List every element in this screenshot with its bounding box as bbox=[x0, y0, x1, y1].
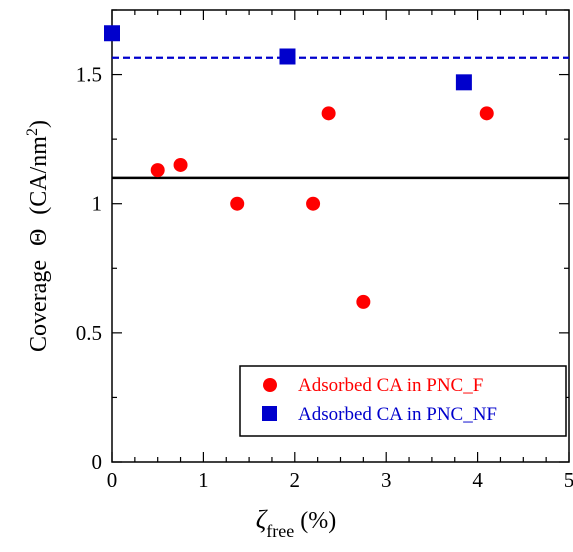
data-point-pnc-nf bbox=[279, 48, 296, 65]
legend-marker-square bbox=[262, 406, 277, 421]
data-point-pnc-f bbox=[306, 196, 321, 211]
y-tick-label: 1.5 bbox=[76, 63, 102, 87]
y-axis-label-unit: (CA/nm bbox=[26, 136, 52, 215]
x-axis-label: ζfree (%) bbox=[256, 505, 336, 541]
y-tick-label: 0.5 bbox=[76, 321, 102, 345]
x-tick-label: 2 bbox=[290, 468, 301, 492]
y-tick-label: 0 bbox=[92, 450, 103, 474]
data-point-pnc-f bbox=[150, 163, 165, 178]
y-tick-label: 1 bbox=[92, 192, 103, 216]
x-axis-label-unit: (%) bbox=[300, 508, 336, 534]
data-point-pnc-f bbox=[479, 106, 494, 121]
y-axis-label-unit-close: ) bbox=[26, 120, 52, 128]
data-point-pnc-f bbox=[321, 106, 336, 121]
legend-label-pnc-f: Adsorbed CA in PNC_F bbox=[298, 375, 483, 396]
x-tick-label: 4 bbox=[472, 468, 483, 492]
x-axis-label-subscript: free bbox=[266, 521, 294, 541]
data-point-pnc-nf bbox=[104, 25, 120, 42]
legend: Adsorbed CA in PNC_F Adsorbed CA in PNC_… bbox=[239, 365, 567, 437]
x-tick-label: 1 bbox=[198, 468, 209, 492]
data-point-pnc-f bbox=[230, 196, 245, 211]
data-point-pnc-f bbox=[356, 294, 371, 309]
data-point-pnc-f bbox=[173, 157, 188, 172]
data-point-pnc-nf bbox=[455, 74, 472, 91]
tick-labels: 0 1 2 3 4 5 0 0.5 1 1.5 bbox=[76, 63, 573, 492]
x-axis-label-symbol: ζ bbox=[256, 505, 268, 534]
x-tick-label: 0 bbox=[107, 468, 118, 492]
x-tick-label: 3 bbox=[381, 468, 392, 492]
y-axis-label-prefix: Coverage bbox=[26, 260, 52, 352]
y-axis-label: Coverage Θ (CA/nm2) bbox=[24, 120, 52, 352]
ticks bbox=[111, 9, 570, 463]
legend-label-pnc-nf: Adsorbed CA in PNC_NF bbox=[298, 404, 497, 425]
x-tick-label: 5 bbox=[564, 468, 573, 492]
reference-lines bbox=[112, 56, 569, 180]
data-points bbox=[104, 25, 494, 309]
y-axis-label-symbol: Θ bbox=[26, 229, 52, 246]
y-axis-label-exponent: 2 bbox=[24, 128, 41, 136]
legend-marker-circle bbox=[263, 378, 277, 392]
legend-box bbox=[239, 365, 567, 437]
